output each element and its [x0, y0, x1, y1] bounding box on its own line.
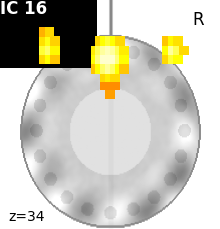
Bar — [44, 46, 54, 55]
Bar — [105, 72, 115, 82]
Bar — [44, 27, 54, 37]
Bar — [105, 36, 115, 46]
Text: z=34: z=34 — [9, 210, 45, 224]
Bar — [162, 55, 172, 64]
Bar — [44, 55, 54, 64]
Bar — [110, 80, 120, 90]
Bar — [91, 64, 101, 74]
Bar — [50, 36, 60, 46]
Bar — [110, 72, 120, 82]
Bar — [91, 46, 101, 55]
Bar — [100, 64, 110, 74]
Bar — [168, 46, 178, 55]
Bar — [95, 36, 105, 46]
Bar — [115, 64, 125, 74]
Bar — [105, 89, 115, 99]
Bar — [95, 55, 105, 64]
Text: R: R — [192, 11, 204, 30]
Bar — [179, 46, 189, 55]
Bar — [115, 55, 125, 64]
Bar — [110, 36, 120, 46]
Bar — [115, 46, 125, 55]
Bar — [115, 36, 125, 46]
Bar — [50, 55, 60, 64]
Bar — [168, 55, 178, 64]
Bar — [39, 27, 49, 37]
Bar — [173, 46, 183, 55]
Bar — [100, 80, 110, 90]
Bar — [100, 72, 110, 82]
Bar — [162, 36, 172, 46]
Bar — [39, 46, 49, 55]
Bar — [110, 64, 120, 74]
Bar — [105, 46, 115, 55]
Bar — [119, 46, 129, 55]
Bar — [105, 80, 115, 90]
Bar — [173, 36, 183, 46]
Bar — [119, 55, 129, 64]
Bar — [110, 55, 120, 64]
Bar — [95, 46, 105, 55]
Bar — [39, 36, 49, 46]
Bar — [105, 64, 115, 74]
Bar — [162, 46, 172, 55]
Bar — [39, 55, 49, 64]
Bar — [100, 55, 110, 64]
Bar — [168, 36, 178, 46]
Bar — [110, 46, 120, 55]
Bar — [44, 36, 54, 46]
Bar — [50, 46, 60, 55]
Bar — [173, 55, 183, 64]
Bar — [105, 55, 115, 64]
Bar — [95, 64, 105, 74]
Text: IC 16: IC 16 — [0, 0, 47, 18]
Bar — [91, 55, 101, 64]
Bar — [119, 64, 129, 74]
Bar — [100, 36, 110, 46]
Bar — [100, 46, 110, 55]
